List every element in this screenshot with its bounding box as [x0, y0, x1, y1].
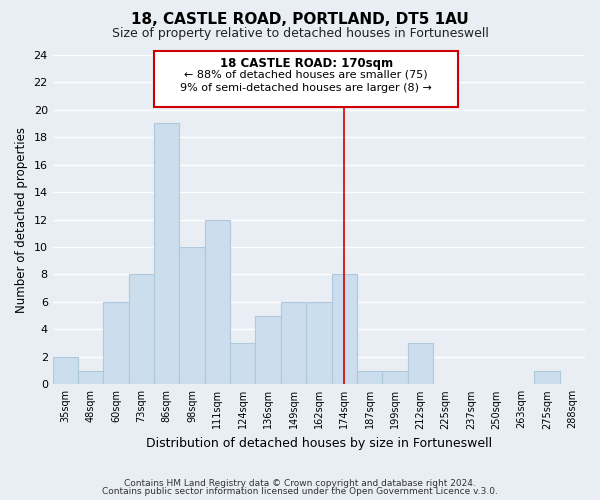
Bar [53, 357, 78, 384]
Text: ← 88% of detached houses are smaller (75): ← 88% of detached houses are smaller (75… [184, 70, 428, 80]
Text: 18, CASTLE ROAD, PORTLAND, DT5 1AU: 18, CASTLE ROAD, PORTLAND, DT5 1AU [131, 12, 469, 28]
Bar [281, 302, 306, 384]
Text: 18 CASTLE ROAD: 170sqm: 18 CASTLE ROAD: 170sqm [220, 57, 393, 70]
Bar [407, 343, 433, 384]
Text: Size of property relative to detached houses in Fortuneswell: Size of property relative to detached ho… [112, 28, 488, 40]
Bar [382, 370, 407, 384]
Bar [332, 274, 357, 384]
X-axis label: Distribution of detached houses by size in Fortuneswell: Distribution of detached houses by size … [146, 437, 492, 450]
Bar [103, 302, 129, 384]
Bar [230, 343, 256, 384]
FancyBboxPatch shape [154, 50, 458, 107]
Y-axis label: Number of detached properties: Number of detached properties [15, 126, 28, 312]
Bar [129, 274, 154, 384]
Text: Contains public sector information licensed under the Open Government Licence v.: Contains public sector information licen… [102, 487, 498, 496]
Bar [306, 302, 332, 384]
Text: 9% of semi-detached houses are larger (8) →: 9% of semi-detached houses are larger (8… [180, 83, 432, 93]
Bar [179, 247, 205, 384]
Bar [357, 370, 382, 384]
Bar [535, 370, 560, 384]
Bar [154, 124, 179, 384]
Bar [205, 220, 230, 384]
Text: Contains HM Land Registry data © Crown copyright and database right 2024.: Contains HM Land Registry data © Crown c… [124, 478, 476, 488]
Bar [256, 316, 281, 384]
Bar [78, 370, 103, 384]
